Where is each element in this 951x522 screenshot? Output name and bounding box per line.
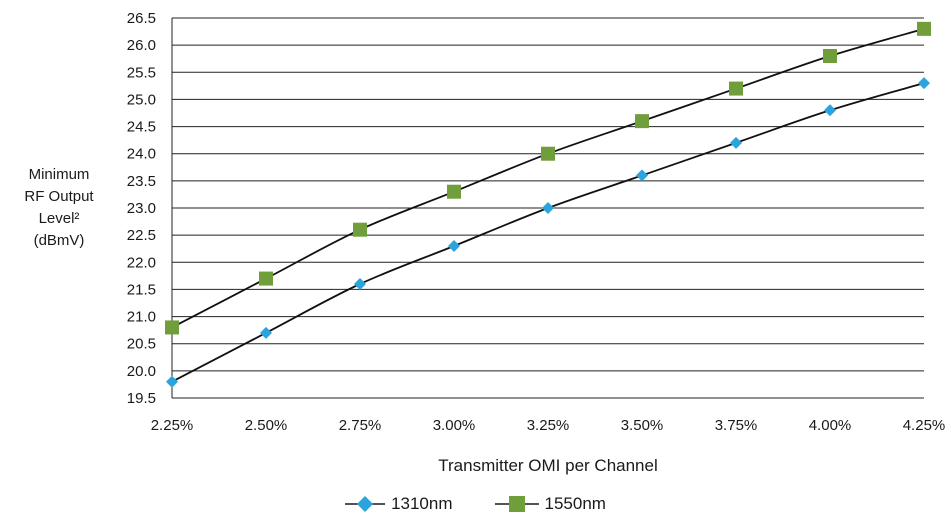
data-point-1550nm [353,222,367,237]
diamond-marker-icon [345,496,386,512]
data-point-1310nm [824,104,836,117]
data-point-1550nm [165,320,179,335]
y-axis-label-line: RF Output [24,188,94,205]
y-tick-label: 20.5 [127,336,156,353]
y-tick-label: 19.5 [127,390,156,407]
y-axis-label-line: Minimum [28,166,90,183]
series-line-1550nm [171,27,925,329]
y-axis-label-line: (dBmV) [33,232,85,249]
data-point-1310nm [730,136,742,149]
x-tick-label: 3.25% [527,417,570,434]
x-tick-label: 2.75% [339,417,382,434]
y-tick-label: 21.5 [127,281,156,298]
y-tick-label: 24.0 [127,146,156,163]
y-axis-label-line: Level² [38,210,80,227]
series-line-1310nm [171,82,925,383]
data-point-1310nm [166,375,178,388]
data-point-1310nm [260,326,272,339]
y-tick-label: 24.5 [127,119,156,136]
y-tick-label: 26.5 [127,10,156,27]
y-axis-label: Minimum RF Output Level² (dBmV) [0,164,118,252]
y-tick-label: 21.0 [127,309,156,326]
data-point-1550nm [635,114,649,129]
y-tick-label: 22.5 [127,227,156,244]
data-point-1550nm [541,146,555,161]
legend-label: 1310nm [391,494,453,513]
legend-item-1550nm: 1550nm [494,493,606,515]
x-tick-label: 2.50% [245,417,288,434]
legend: 1310nm 1550nm [0,493,951,515]
data-point-1550nm [447,184,461,199]
x-axis-label: Transmitter OMI per Channel [438,456,658,475]
x-tick-label: 4.00% [809,417,852,434]
data-point-1550nm [259,271,273,286]
data-point-1550nm [729,81,743,96]
legend-item-1310nm: 1310nm [345,494,453,514]
legend-label: 1550nm [544,494,606,513]
y-tick-label: 25.5 [127,64,156,81]
y-tick-label: 23.5 [127,173,156,190]
data-point-1310nm [354,278,366,290]
y-tick-label: 25.0 [127,91,156,108]
data-point-1310nm [636,169,648,182]
data-point-1310nm [542,202,554,214]
square-marker-icon [494,496,539,512]
y-tick-label: 20.0 [127,363,156,380]
data-point-1310nm [448,240,460,252]
x-tick-label: 3.00% [433,417,476,434]
data-point-1550nm [917,21,931,36]
x-tick-label: 3.50% [621,417,664,434]
y-tick-label: 22.0 [127,254,156,271]
data-point-1550nm [823,49,837,63]
y-tick-label: 26.0 [127,37,156,54]
data-point-1310nm [918,77,930,90]
x-tick-label: 3.75% [715,417,758,434]
y-tick-label: 23.0 [127,200,156,217]
x-tick-label: 2.25% [151,417,194,434]
x-tick-label: 4.25% [903,417,946,434]
